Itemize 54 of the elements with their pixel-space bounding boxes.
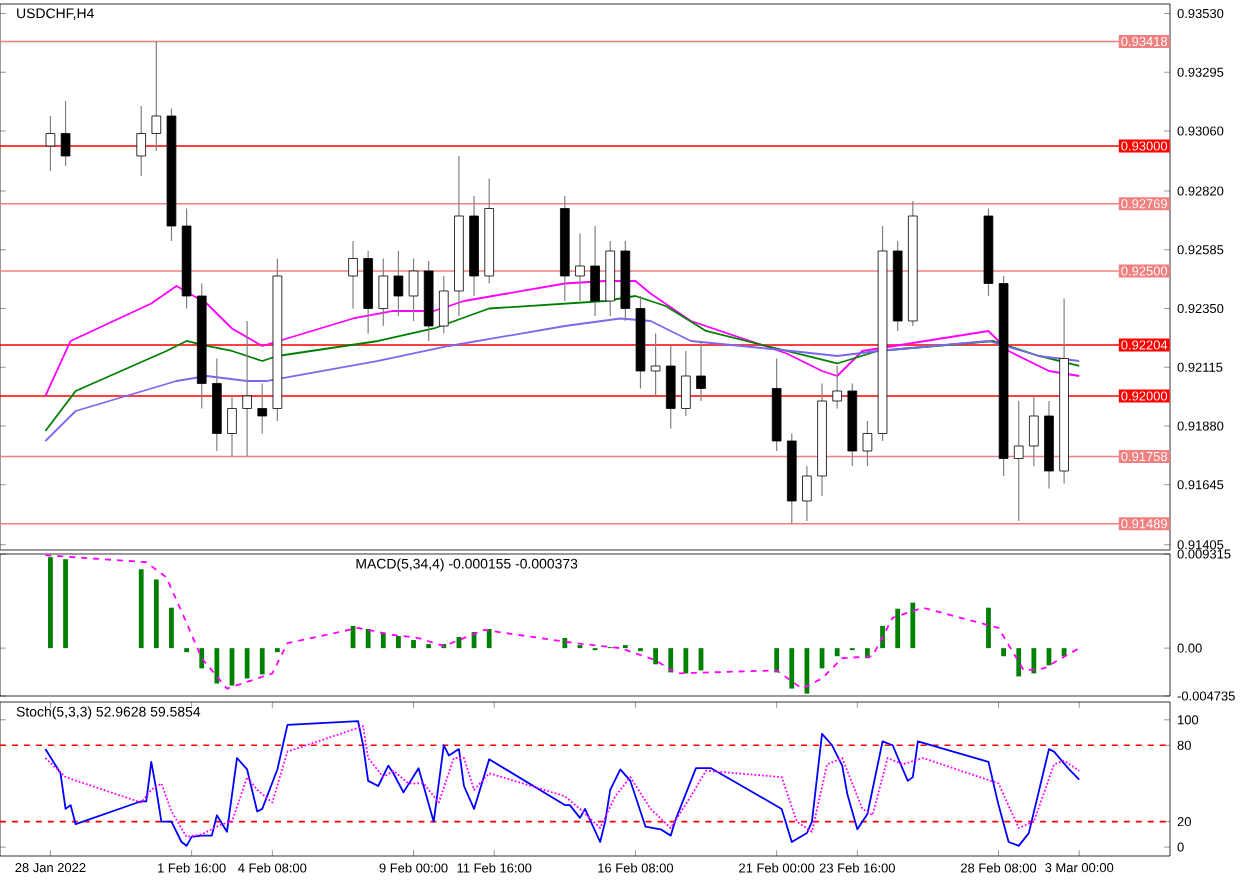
bar	[396, 636, 401, 649]
bar	[244, 648, 250, 679]
candlestick	[1013, 400, 1024, 522]
candlestick	[257, 382, 268, 435]
line-series	[44, 317, 1081, 442]
bar	[169, 607, 174, 649]
bar	[1016, 648, 1022, 677]
bar	[774, 648, 780, 673]
candlestick	[408, 257, 419, 322]
bar	[259, 648, 265, 675]
candlestick	[348, 240, 358, 310]
bar	[63, 559, 68, 649]
line-series	[44, 295, 1081, 432]
bar	[380, 632, 386, 649]
candlestick	[438, 275, 449, 335]
candlestick	[60, 100, 71, 167]
line-series	[44, 554, 1081, 690]
candlestick	[696, 340, 706, 402]
bar	[834, 648, 840, 657]
bar	[1031, 648, 1037, 674]
candlestick	[242, 320, 252, 457]
bar	[153, 579, 159, 649]
candlestick	[378, 257, 389, 327]
candlestick	[575, 232, 585, 302]
bar	[411, 640, 416, 649]
bar	[214, 648, 220, 684]
bar	[365, 628, 371, 649]
bar	[895, 608, 901, 649]
candlestick	[802, 465, 812, 522]
candlestick	[227, 395, 237, 457]
candlestick	[393, 250, 404, 317]
bar	[486, 628, 492, 649]
bar	[683, 648, 689, 674]
candlestick	[136, 105, 147, 177]
bar	[562, 638, 568, 649]
candlestick	[45, 115, 56, 172]
bar	[789, 648, 795, 689]
candlestick	[681, 350, 691, 417]
bar	[653, 648, 658, 665]
bar	[48, 557, 53, 649]
candlestick	[590, 225, 600, 317]
bar	[199, 648, 205, 669]
candlestick	[665, 345, 676, 430]
candlestick	[650, 332, 661, 397]
candlestick	[1029, 395, 1039, 467]
candlestick	[862, 420, 873, 467]
bar	[986, 607, 991, 649]
bar	[138, 569, 144, 649]
bar	[910, 602, 916, 649]
candlestick	[832, 365, 842, 410]
bar	[1001, 648, 1006, 657]
line-series	[44, 280, 1081, 397]
candlestick	[151, 40, 162, 152]
bar	[1061, 648, 1067, 657]
